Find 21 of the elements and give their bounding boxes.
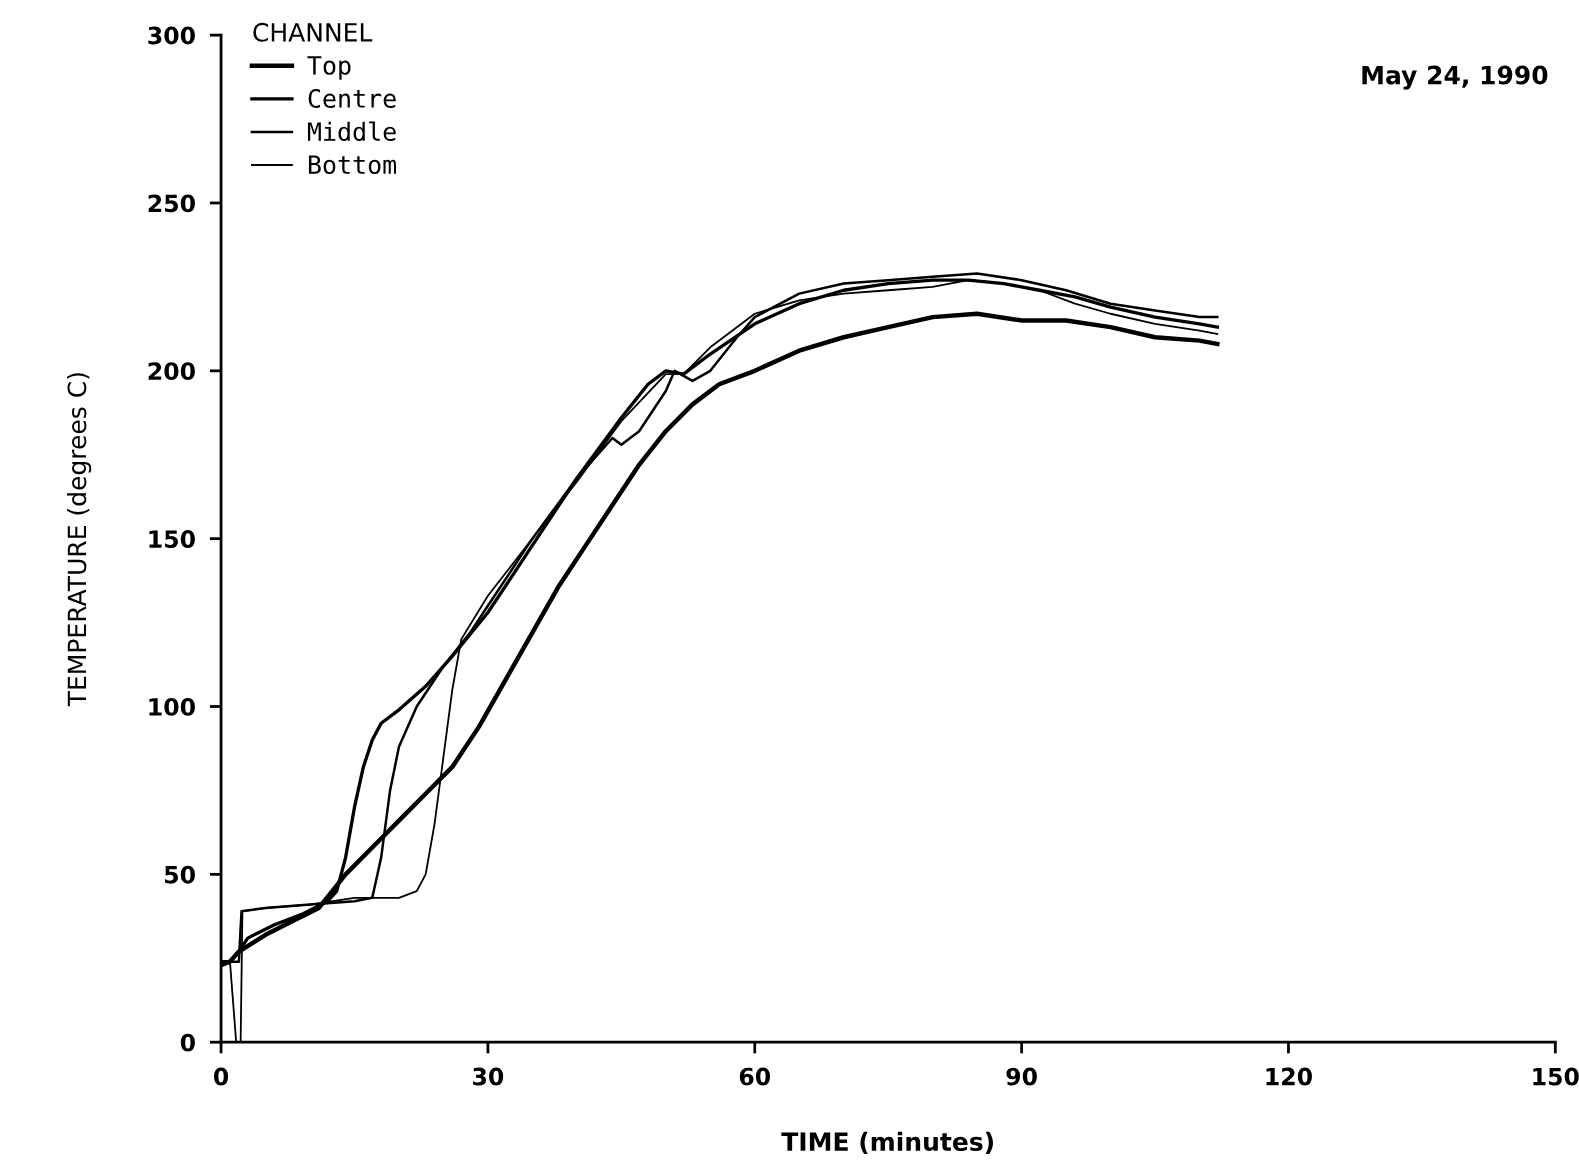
y-tick-label: 100	[149, 697, 195, 716]
x-tick-label: 150	[1533, 1067, 1579, 1086]
x-axis-title: TIME (minutes)	[781, 1131, 993, 1154]
x-tick-label: 30	[473, 1067, 504, 1086]
y-tick-label: 150	[149, 530, 195, 548]
x-tick-label: 90	[1006, 1067, 1037, 1086]
y-tick-label: 250	[148, 194, 195, 213]
x-tick-label: 120	[1266, 1067, 1312, 1086]
legend-label: Centre	[308, 89, 396, 108]
legend-title: CHANNEL	[253, 22, 373, 42]
y-tick-label: 300	[148, 26, 195, 45]
y-axis-title: TEMPERATURE (degrees C)	[67, 373, 92, 707]
legend-label: Bottom	[308, 155, 397, 175]
legend-label: Middle	[307, 121, 396, 141]
y-tick-label: 200	[148, 362, 195, 381]
y-tick-label: 0	[180, 1033, 195, 1052]
annotation: May 24, 1990	[1362, 65, 1548, 90]
y-tick-label: 50	[165, 865, 195, 884]
x-tick-label: 0	[213, 1067, 229, 1086]
x-tick-label: 60	[739, 1067, 771, 1086]
legend-label: Top	[307, 56, 351, 80]
